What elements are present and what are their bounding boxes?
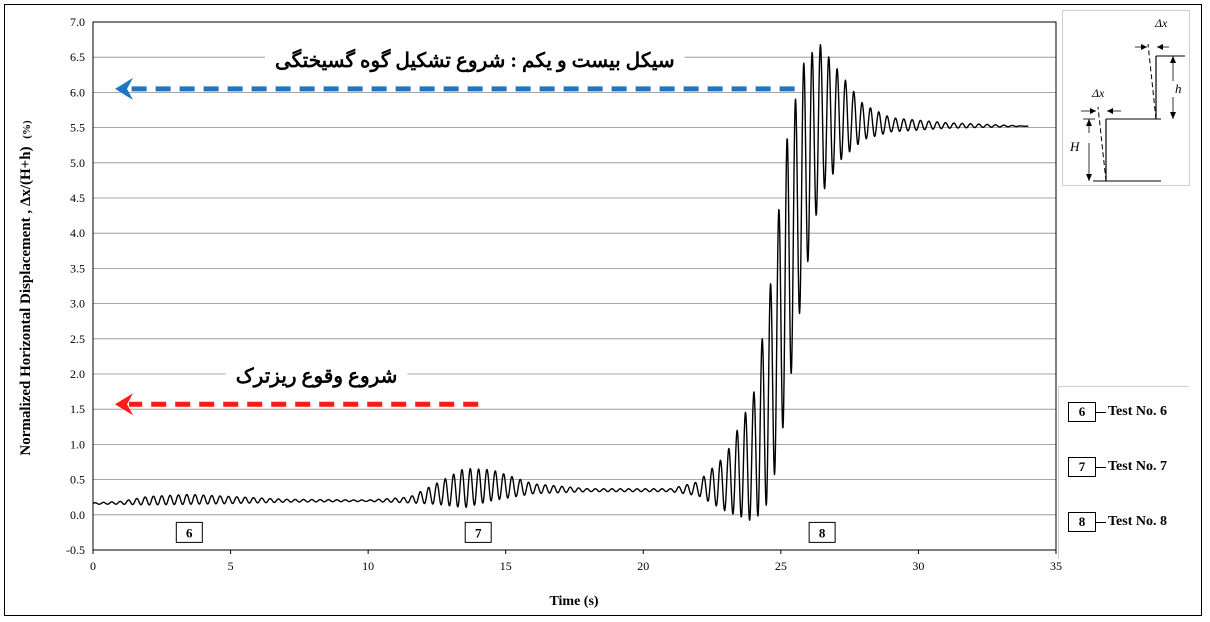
legend-number-7: 7 [1068,457,1096,477]
x-tick-label: 35 [1050,559,1062,573]
y-tick-label: 4.0 [70,226,85,240]
inset-label-H: H [1069,139,1080,154]
annotation-text: شروع وقوع ریزترک [236,365,398,388]
legend-label-test-8: Test No. 8 [1108,514,1167,529]
geometry-inset-drawing: H h Δx Δx [1069,16,1185,182]
y-tick-label: 5.5 [70,121,85,135]
x-axis-label: Time (s) [549,594,598,609]
y-axis-label: Normalized Horizontal Displacement , Δx/… [18,120,34,456]
y-axis-label-main: Normalized Horizontal Displacement , Δx/… [18,146,34,455]
x-tick-label: 5 [228,559,234,573]
y-tick-label: 4.5 [70,191,85,205]
legend-item-test-7: 7 Test No. 7 [1068,456,1167,478]
test-marker-box [464,521,492,543]
x-tick-label: 25 [775,559,787,573]
x-tick-label: 15 [500,559,512,573]
grid-lines [93,21,1056,551]
plot-area-border [92,21,1057,551]
annotations: سیکل بیست و یکم : شروع تشکیل گوه گسیختگی… [115,45,795,416]
legend-item-test-6: 6 Test No. 6 [1068,401,1167,423]
legend-item-test-8: 8 Test No. 8 [1068,511,1167,533]
y-tick-label: 3.0 [70,297,85,311]
legend-number-6: 6 [1068,402,1096,422]
y-tick-label: 0.0 [70,508,85,522]
figure-frame [4,4,1202,616]
legend-connector [1096,411,1106,413]
annotation-arrowhead [115,393,134,416]
legend-number-8: 8 [1068,512,1096,532]
y-tick-label: 0.5 [70,473,85,487]
inset-label-dx-bottom: Δx [1091,86,1105,100]
legend-label-test-7: Test No. 7 [1108,459,1167,474]
test-marker-box [808,521,836,543]
test-markers: 6 7 8 [175,521,836,543]
y-axis-label-unit: (%) [21,120,33,139]
test-marker-label: 6 [186,525,193,540]
y-tick-label: 1.0 [70,437,85,451]
y-tick-label: 5.0 [70,156,85,170]
test-marker-label: 7 [475,525,482,540]
x-tick-label: 0 [90,559,96,573]
x-tick-label: 20 [637,559,649,573]
legend-box [1058,386,1189,559]
test-marker-label: 8 [819,525,826,540]
y-tick-label: 2.5 [70,332,85,346]
annotation-text: سیکل بیست و یکم : شروع تشکیل گوه گسیختگی [275,48,675,73]
y-tick-labels: -0.5 0.0 0.5 1.0 1.5 2.0 2.5 3.0 3.5 4.0 4.5 5.0 5.5… [66,15,85,557]
annotation-text-bg [225,363,408,391]
inset-label-h: h [1175,81,1182,96]
y-tick-label: -0.5 [66,543,85,557]
x-tick-labels: 0 5 10 15 20 25 30 35 [90,550,1062,573]
y-tick-label: 3.5 [70,261,85,275]
annotation-arrowhead [115,77,134,100]
legend-label-test-6: Test No. 6 [1108,404,1167,419]
y-tick-label: 6.0 [70,85,85,99]
y-tick-label: 7.0 [70,15,85,29]
y-tick-label: 2.0 [70,367,85,381]
legend-connector [1096,466,1106,468]
annotation-text-bg [264,45,685,75]
series-line-displacement [92,44,1029,521]
x-tick-label: 10 [362,559,374,573]
y-tick-label: 1.5 [70,402,85,416]
legend-connector [1096,521,1106,523]
y-tick-label: 6.5 [70,50,85,64]
test-marker-box [175,521,203,543]
inset-label-dx-top: Δx [1154,16,1168,30]
x-tick-label: 30 [912,559,924,573]
geometry-inset: H h Δx Δx [1062,10,1190,186]
